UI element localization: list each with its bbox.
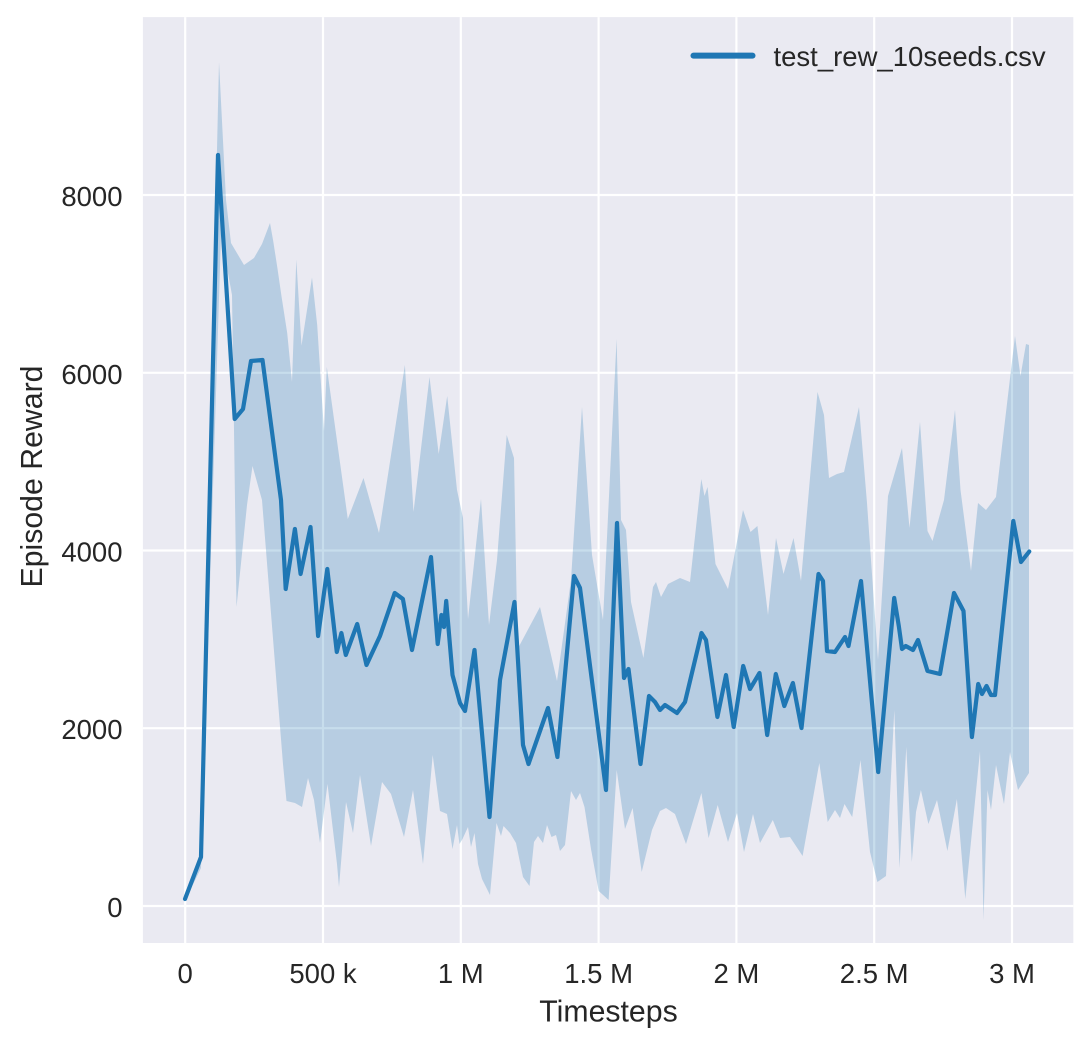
svg-text:8000: 8000 <box>61 181 122 212</box>
svg-text:test_rew_10seeds.csv: test_rew_10seeds.csv <box>774 41 1046 72</box>
svg-text:1.5 M: 1.5 M <box>564 958 633 989</box>
svg-text:0: 0 <box>178 958 193 989</box>
svg-text:1 M: 1 M <box>438 958 484 989</box>
svg-text:Timesteps: Timesteps <box>539 996 677 1029</box>
svg-text:0: 0 <box>107 892 122 923</box>
svg-text:2000: 2000 <box>61 714 122 745</box>
svg-text:6000: 6000 <box>61 359 122 390</box>
svg-text:2 M: 2 M <box>713 958 759 989</box>
svg-text:Episode Reward: Episode Reward <box>16 366 49 588</box>
svg-text:4000: 4000 <box>61 537 122 568</box>
svg-text:3 M: 3 M <box>989 958 1035 989</box>
svg-text:2.5 M: 2.5 M <box>840 958 909 989</box>
svg-text:500 k: 500 k <box>289 958 357 989</box>
